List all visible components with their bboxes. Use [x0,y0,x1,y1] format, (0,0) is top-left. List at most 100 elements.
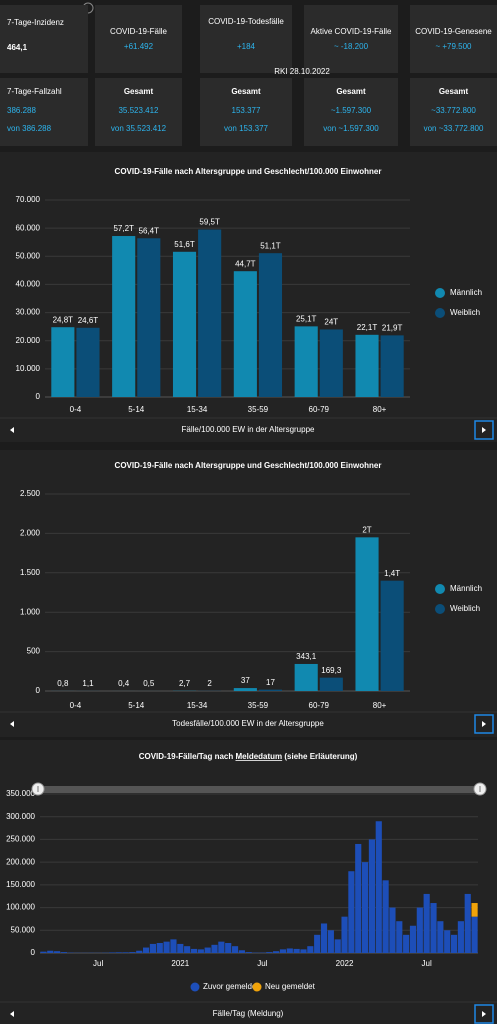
nav-next-box[interactable] [474,420,494,440]
tile-value: +184 [237,42,256,51]
bar-segment [307,946,314,953]
tile: 7-Tage-Fallzahl 386.288 von 386.288 [0,78,88,146]
tile-label: 7-Tage-Fallzahl [7,87,62,96]
tile-value: 386.288 [7,106,36,115]
x-tick-label: 0-4 [70,405,82,414]
tile-bg [0,5,88,73]
tile-bg [410,5,497,73]
legend-swatch [190,982,200,992]
legend-swatch [252,982,262,992]
x-tick-label: 35-59 [248,405,269,414]
y-tick-label: 350.000 [6,789,35,798]
nav-next [482,1011,486,1017]
bar-segment [136,950,143,953]
tile-bg [95,5,182,73]
bar-segment [231,946,239,953]
y-tick-label: 2.000 [20,529,41,538]
x-tick-label: 60-79 [309,701,330,710]
report-date: RKI 28.10.2022 [274,67,330,76]
bar-segment [403,934,410,953]
bar-segment [149,943,157,953]
y-tick-label: 30.000 [16,308,41,317]
legend-label: Männlich [450,584,482,593]
nav-next-box[interactable] [474,714,494,734]
value-label: 57,2T [113,224,134,233]
bar-segment [163,941,170,953]
bar-segment [245,952,252,953]
tile-sub: von 153.377 [224,124,269,133]
value-label: 59,5T [199,218,220,227]
y-tick-label: 300.000 [6,812,35,821]
bar-segment [355,843,362,953]
y-tick-label: 70.000 [16,195,41,204]
tile-value: 153.377 [232,106,261,115]
x-tick-label: 80+ [373,405,387,414]
value-label: 22,1T [357,323,378,332]
bar [137,238,161,397]
tile: COVID-19-Genesene ~ +79.500 [410,5,497,73]
bar-segment [341,916,348,953]
value-label: 56,4T [139,226,160,235]
bar-segment [108,952,115,953]
bar-segment [471,903,478,917]
value-label: 1,1 [82,679,94,688]
y-tick-label: 20.000 [16,336,41,345]
nav-next [482,427,486,433]
value-label: 25,1T [296,314,317,323]
tile-bg [95,78,182,146]
bar-segment [286,948,293,953]
legend-swatch [435,604,445,614]
bar-segment [54,951,61,953]
nav-next-box[interactable] [474,1004,494,1024]
y-tick-label: 50.000 [16,251,41,260]
bar-segment [266,952,273,953]
bar [258,253,283,397]
bar-segment [314,934,321,953]
tile-label: 7-Tage-Inzidenz [7,18,64,27]
bar-segment [122,952,129,953]
nav-prev[interactable] [10,721,14,727]
bar [198,229,222,397]
tile: Gesamt ~33.772.800 von ~33.772.800 [410,78,497,146]
tile-bg [304,78,398,146]
value-label: 24T [324,318,338,327]
bar-segment [457,921,464,953]
bar-segment [348,871,355,953]
bar-segment [184,946,191,953]
legend-label: Weiblich [450,308,480,317]
bar-segment [293,948,300,953]
bar-segment [471,916,478,953]
x-tick-label: Jul [422,959,432,968]
bar-segment [409,925,417,953]
tile-sub: von ~33.772.800 [424,124,484,133]
bar-segment [211,944,218,953]
value-label: 0,4 [118,679,130,688]
tile-value: ~1.597.300 [331,106,372,115]
bar-segment [156,943,163,953]
tile-label: Gesamt [231,87,261,96]
bar-segment [368,839,376,953]
tile: Aktive COVID-19-Fälle ~ -18.200 [304,5,398,73]
bar [380,335,404,397]
x-tick-label: 60-79 [309,405,330,414]
x-axis-label: Fälle/Tag (Meldung) [213,1009,284,1018]
tile-value: 464,1 [7,43,28,52]
value-label: 2T [362,525,371,534]
legend-swatch [435,308,445,318]
bar [233,688,257,691]
nav-prev[interactable] [10,1011,14,1017]
x-tick-label: 15-34 [187,405,208,414]
bar-segment [423,893,430,953]
y-tick-label: 250.000 [6,835,35,844]
y-tick-label: 500 [27,647,41,656]
bar-segment [238,950,245,953]
nav-prev[interactable] [10,427,14,433]
y-tick-label: 10.000 [16,364,41,373]
tile-bg [410,78,497,146]
y-tick-label: 0 [36,686,41,695]
bar-segment [225,943,232,953]
bar-segment [218,941,225,953]
tile-label: COVID-19-Genesene [415,27,492,36]
x-axis-label: Todesfälle/100.000 EW in der Altersgrupp… [172,719,324,728]
bar-segment [416,907,423,953]
